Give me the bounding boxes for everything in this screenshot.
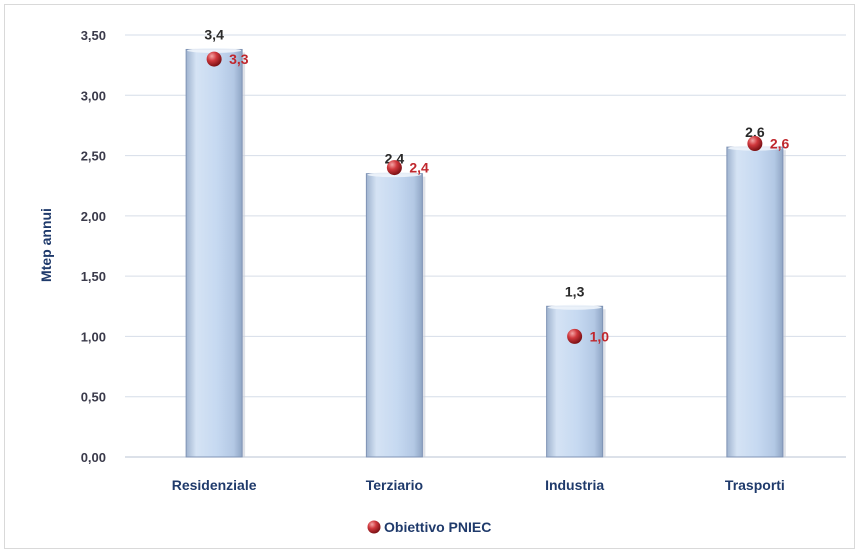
target-value-label: 3,3 (229, 51, 249, 67)
bar-residenziale (185, 48, 243, 458)
legend: Obiettivo PNIEC (367, 519, 491, 535)
y-tick-label: 1,00 (81, 329, 106, 344)
target-markers: 3,3 2,4 1,0 2,6 (206, 51, 790, 344)
legend-label: Obiettivo PNIEC (384, 519, 491, 535)
bar-value-label: 3,4 (204, 26, 224, 42)
grid-lines (125, 34, 846, 458)
y-tick-label: 2,50 (81, 149, 106, 164)
target-marker (567, 328, 583, 344)
x-category-label: Residenziale (172, 477, 257, 493)
x-category-label: Terziario (366, 477, 423, 493)
target-marker (747, 136, 763, 152)
bar-industria (546, 305, 604, 458)
target-marker (386, 160, 402, 176)
target-marker (206, 51, 222, 67)
x-category-label: Trasporti (725, 477, 785, 493)
y-tick-label: 0,50 (81, 390, 106, 405)
target-value-label: 2,4 (409, 160, 429, 176)
bar-value-label: 1,3 (565, 283, 585, 299)
x-axis-categories: Residenziale Terziario Industria Trasporti (172, 477, 785, 493)
target-value-label: 2,6 (770, 136, 790, 152)
bar-cap (547, 304, 602, 310)
y-tick-label: 2,00 (81, 209, 106, 224)
x-category-label: Industria (545, 477, 604, 493)
y-tick-label: 3,00 (81, 88, 106, 103)
y-tick-label: 3,50 (81, 28, 106, 43)
legend-marker-icon (367, 520, 381, 534)
target-value-label: 1,0 (590, 328, 610, 344)
bar-terziario (365, 173, 423, 458)
bar-value-labels: 3,4 2,4 1,3 2,6 (204, 26, 764, 299)
bar-value-label: 2,6 (745, 124, 765, 140)
y-axis-title: Mtep annui (38, 208, 54, 282)
y-tick-label: 1,50 (81, 269, 106, 284)
bar-cap (187, 47, 242, 53)
bar-trasporti (726, 146, 784, 458)
y-axis-ticks: 0,00 0,50 1,00 1,50 2,00 2,50 3,00 3,50 (81, 28, 106, 465)
y-tick-label: 0,00 (81, 450, 106, 465)
bars (185, 47, 786, 458)
